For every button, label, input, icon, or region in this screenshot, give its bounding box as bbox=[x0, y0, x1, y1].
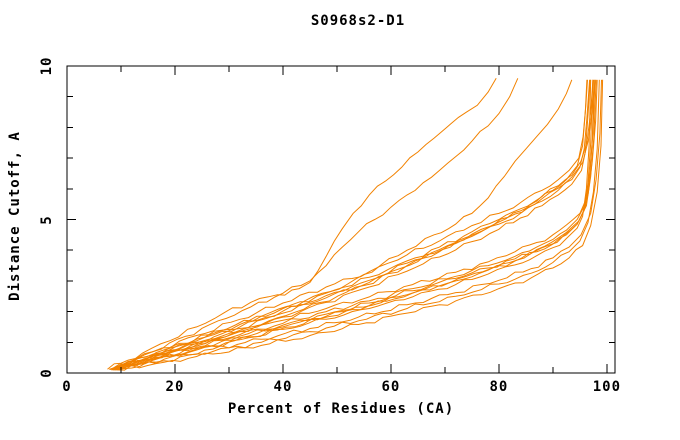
curve-model-10 bbox=[112, 79, 594, 371]
curve-model-12 bbox=[111, 79, 592, 371]
x-tick-labels: 0 20 40 60 80 100 bbox=[0, 379, 680, 399]
curve-model-18 bbox=[114, 79, 604, 371]
axes-frame bbox=[66, 65, 616, 374]
curve-model-16 bbox=[115, 79, 600, 371]
curve-model-7 bbox=[111, 79, 588, 370]
model-curves bbox=[107, 78, 604, 371]
x-tick-label: 80 bbox=[489, 379, 509, 395]
x-tick-label: 60 bbox=[381, 379, 401, 395]
curve-model-15 bbox=[111, 79, 595, 371]
curve-model-4 bbox=[110, 79, 591, 370]
x-tick-label: 100 bbox=[592, 379, 622, 395]
curve-model-3 bbox=[110, 79, 573, 370]
curve-model-2 bbox=[110, 78, 519, 370]
curve-model-6 bbox=[108, 79, 591, 370]
curve-model-13 bbox=[115, 79, 598, 371]
x-tick-label: 0 bbox=[62, 379, 72, 395]
curve-model-11 bbox=[114, 79, 596, 371]
curve-model-8 bbox=[110, 79, 596, 370]
curve-model-14 bbox=[113, 79, 597, 371]
curve-model-17 bbox=[116, 79, 602, 371]
curve-model-9 bbox=[110, 79, 588, 370]
curve-model-1 bbox=[107, 78, 497, 370]
x-axis-title: Percent of Residues (CA) bbox=[227, 401, 455, 417]
x-tick-label: 20 bbox=[165, 379, 185, 395]
chart-title: S0968s2-D1 bbox=[310, 13, 406, 29]
x-tick-label: 40 bbox=[273, 379, 293, 395]
curve-model-5 bbox=[112, 79, 594, 370]
